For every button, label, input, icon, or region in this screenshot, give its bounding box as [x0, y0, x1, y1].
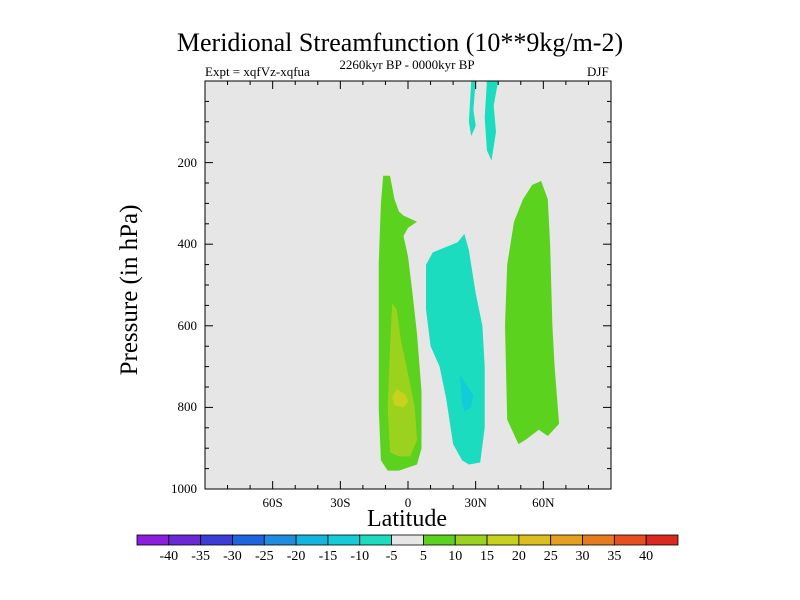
colorbar-label: -15 — [318, 549, 338, 564]
colorbar-swatch — [359, 534, 392, 546]
contour-region-7 — [468, 81, 476, 137]
x-tick-label: 30S — [330, 495, 351, 510]
contour-regions — [378, 81, 560, 471]
colorbar-label: -20 — [286, 549, 306, 564]
y-tick-label: 600 — [177, 317, 198, 333]
colorbar-swatch — [200, 534, 233, 546]
y-tick-label: 400 — [177, 236, 198, 252]
colorbar-label: -25 — [254, 549, 274, 564]
colorbar-swatch — [550, 534, 583, 546]
x-axis-label: Latitude — [367, 506, 447, 532]
x-tick-label: 0 — [404, 495, 412, 510]
colorbar-label: 35 — [607, 549, 622, 564]
colorbar-swatch — [263, 534, 297, 546]
x-tick-label: 30N — [464, 495, 487, 510]
axis-ticks — [204, 80, 612, 490]
y-axis-label: Pressure (in hPa) — [116, 204, 143, 376]
colorbar-swatch — [613, 534, 647, 546]
y-tick-label: 200 — [177, 154, 198, 170]
colorbar-swatch — [136, 534, 170, 546]
colorbar-label: 40 — [639, 549, 654, 564]
subtitle-center: 2260kyr BP - 0000kyr BP — [339, 57, 475, 72]
colorbar-label: 20 — [511, 549, 526, 564]
contour-region-3 — [392, 389, 408, 408]
colorbar-swatch — [645, 534, 679, 546]
y-tick-label: 1000 — [171, 481, 197, 496]
y-tick-label: 800 — [177, 399, 198, 415]
colorbar-label: -5 — [385, 549, 398, 564]
colorbar-label: -30 — [223, 549, 242, 564]
colorbar-label: 5 — [419, 549, 427, 564]
colorbar-swatch — [295, 534, 329, 546]
colorbar-swatch — [454, 534, 488, 546]
x-tick-label: 60S — [262, 495, 283, 510]
contour-region-5 — [459, 374, 474, 412]
colorbar-swatch — [423, 534, 456, 546]
subtitle-left: Expt = xqfVz-xqfua — [205, 64, 310, 79]
contour-region-2 — [387, 303, 417, 457]
colorbar-label: -10 — [350, 549, 370, 564]
colorbar-label: 10 — [448, 549, 463, 564]
colorbar-swatch — [582, 534, 615, 546]
colorbar-label: 30 — [575, 549, 590, 564]
colorbar-swatch — [327, 534, 361, 546]
colorbar-swatch — [518, 534, 552, 546]
subtitle-right: DJF — [587, 64, 609, 79]
colorbar-swatch — [391, 534, 424, 546]
contour-region-6 — [505, 181, 560, 445]
colorbar-label: -40 — [159, 549, 179, 564]
colorbar-swatch — [168, 534, 202, 546]
colorbar-label: 15 — [480, 549, 495, 564]
x-tick-label: 60N — [532, 495, 555, 510]
colorbar-swatch — [232, 534, 265, 546]
colorbar-label: 25 — [543, 549, 558, 564]
contour-region-8 — [484, 81, 499, 161]
colorbar-swatch — [486, 534, 520, 546]
colorbar-label: -35 — [191, 549, 210, 564]
chart-title: Meridional Streamfunction (10**9kg/m-2) — [176, 28, 624, 57]
colorbar — [136, 534, 679, 546]
